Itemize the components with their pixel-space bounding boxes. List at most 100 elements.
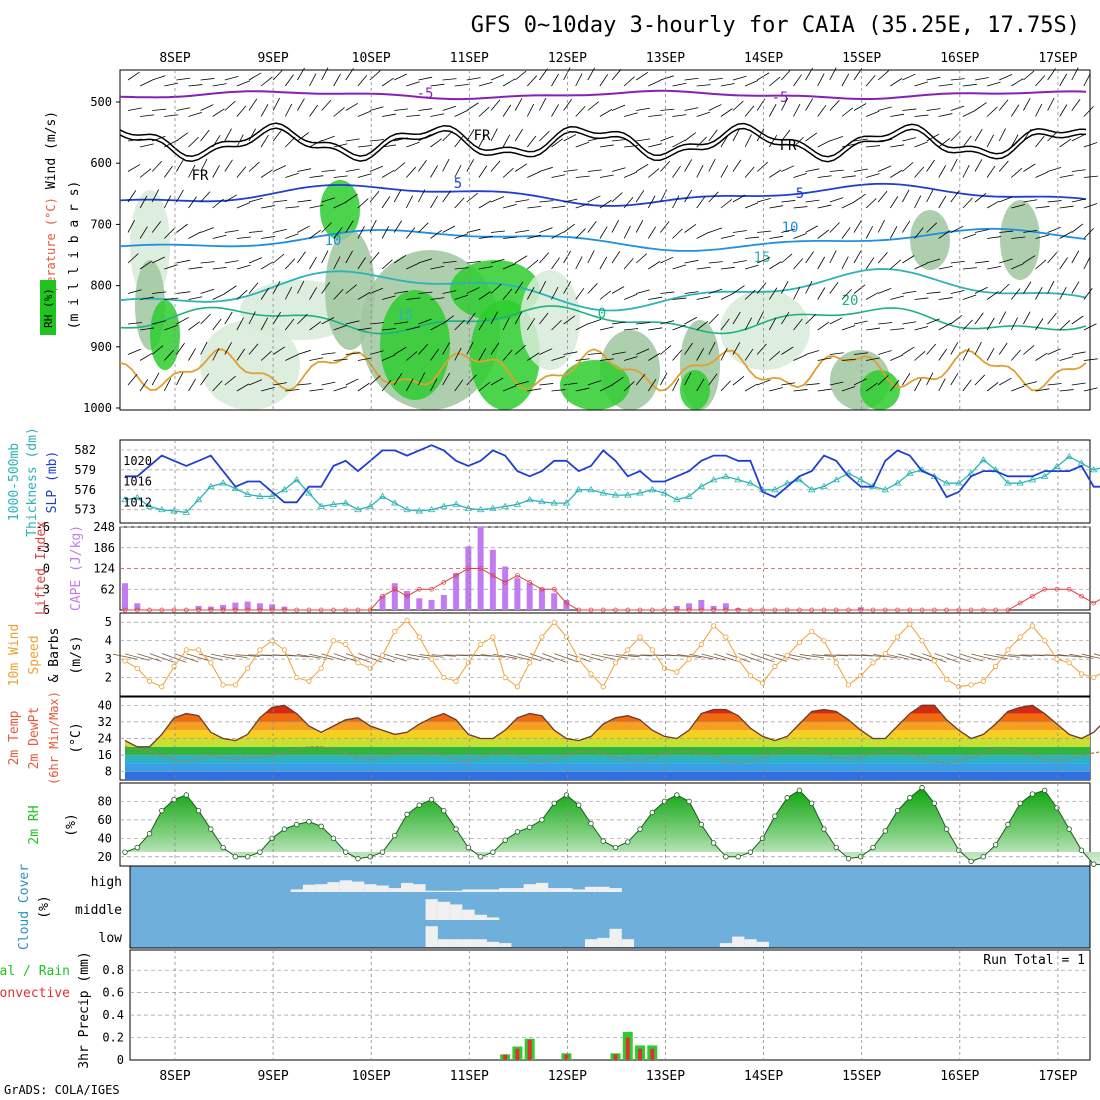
- wind10-barb: [1008, 654, 1033, 657]
- upper-wind-barb: [563, 315, 576, 325]
- upper-wind-barb: [720, 347, 728, 361]
- upper-wind-barb: [333, 256, 341, 270]
- cloud-level-high: high: [91, 875, 122, 890]
- upper-wind-barb: [1035, 171, 1049, 178]
- rh-shaded-area: [520, 270, 580, 370]
- wind10-point: [1017, 634, 1023, 640]
- upper-wind-barb: [1083, 387, 1098, 392]
- upper-wind-barb: [998, 99, 1009, 111]
- upper-wind-barb: [212, 198, 224, 209]
- upper-wind-barb: [841, 107, 854, 117]
- wind10-ytick: 4: [105, 634, 112, 648]
- thickness-point: [415, 507, 424, 514]
- upper-wind-barb: [1047, 280, 1055, 294]
- wind10-barb: [897, 653, 922, 661]
- upper-wind-barb: [345, 220, 354, 233]
- upper-wind-barb: [297, 280, 305, 294]
- contour-20: [119, 305, 1087, 335]
- rh-point: [293, 821, 300, 828]
- upper-wind-barb: [563, 169, 578, 172]
- thickness-point: [121, 495, 129, 503]
- cloud-bar: [425, 890, 438, 892]
- thickness-point: [256, 492, 264, 499]
- rh-point: [257, 849, 263, 855]
- upper-wind-barb: [684, 342, 693, 355]
- li-point: [527, 579, 533, 585]
- upper-wind-barb: [962, 135, 972, 148]
- thickness-point: [832, 476, 840, 483]
- upper-wind-barb: [962, 347, 970, 361]
- upper-wind-barb: [1071, 250, 1080, 264]
- wind10-label-3: & Barbs: [47, 628, 62, 683]
- rh-point: [1017, 800, 1023, 806]
- upper-wind-barb: [962, 319, 973, 331]
- upper-wind-barb: [732, 342, 741, 355]
- upper-wind-barb: [309, 256, 317, 270]
- upper-wind-barb: [902, 346, 915, 355]
- li-point: [821, 607, 827, 613]
- upper-wind-barb: [309, 388, 324, 392]
- upper-label-mb: (m i l l i b a r s): [67, 181, 82, 330]
- upper-wind-barb: [732, 230, 747, 233]
- precip-label-1: Total / Rain: [0, 964, 70, 979]
- upper-wind-barb: [829, 352, 844, 355]
- upper-wind-barb: [164, 324, 178, 331]
- upper-wind-barb: [720, 380, 731, 392]
- upper-wind-barb: [829, 250, 837, 264]
- wind10-barb: [1044, 654, 1069, 657]
- upper-wind-barb: [889, 196, 899, 209]
- wind10-point: [220, 682, 226, 688]
- wind10-barb: [591, 653, 616, 660]
- upper-wind-barb: [672, 139, 685, 148]
- wind10-barb: [1093, 653, 1100, 657]
- wind10-point: [600, 684, 606, 690]
- upper-wind-barb: [756, 161, 768, 172]
- upper-wind-barb: [515, 199, 530, 203]
- upper-wind-barb: [478, 165, 488, 178]
- upper-wind-barb: [418, 159, 427, 172]
- li-ytick: 6: [43, 603, 50, 617]
- temp2m-label-2: 2m DewPt: [27, 707, 42, 770]
- upper-wind-barb: [587, 67, 595, 81]
- upper-wind-barb: [696, 321, 709, 331]
- upper-wind-barb: [720, 198, 733, 209]
- upper-wind-barb: [200, 191, 211, 203]
- wind10-barb: [983, 653, 1008, 660]
- upper-wind-barb: [357, 292, 371, 300]
- wind10-point: [208, 660, 214, 666]
- upper-wind-barb: [853, 284, 866, 294]
- upper-wind-barb: [938, 297, 953, 300]
- upper-wind-barb: [793, 103, 801, 117]
- thickness-point: [955, 479, 963, 486]
- upper-wind-barb: [430, 113, 445, 117]
- wind10-point: [784, 652, 790, 659]
- upper-wind-barb: [732, 194, 746, 203]
- upper-wind-barb: [611, 251, 621, 264]
- wind10-barb: [958, 653, 984, 662]
- thickness-point: [967, 469, 975, 476]
- thickness-point: [182, 508, 191, 515]
- li-point: [748, 607, 753, 613]
- wind10-point: [1054, 656, 1060, 662]
- thickness-point: [979, 456, 988, 463]
- upper-wind-barb: [357, 327, 372, 331]
- wind10-point: [894, 634, 901, 640]
- upper-wind-barb: [309, 287, 317, 300]
- upper-wind-barb: [938, 378, 946, 392]
- rh-point: [428, 796, 435, 803]
- wind10-point: [478, 641, 484, 647]
- wind10-barb: [333, 653, 358, 663]
- upper-wind-barb: [1071, 169, 1086, 172]
- upper-wind-barb: [781, 253, 793, 264]
- cloud-bar: [756, 941, 769, 947]
- upper-wind-barb: [696, 164, 704, 178]
- upper-wind-barb: [914, 227, 924, 239]
- wind10-point: [122, 658, 128, 664]
- upper-wind-barb: [902, 189, 910, 203]
- cloud-bar: [732, 936, 745, 947]
- upper-wind-barb: [490, 74, 505, 81]
- upper-wind-barb: [684, 159, 692, 172]
- upper-wind-barb: [841, 358, 856, 361]
- thickness-point: [476, 505, 485, 513]
- rh-point: [784, 795, 790, 801]
